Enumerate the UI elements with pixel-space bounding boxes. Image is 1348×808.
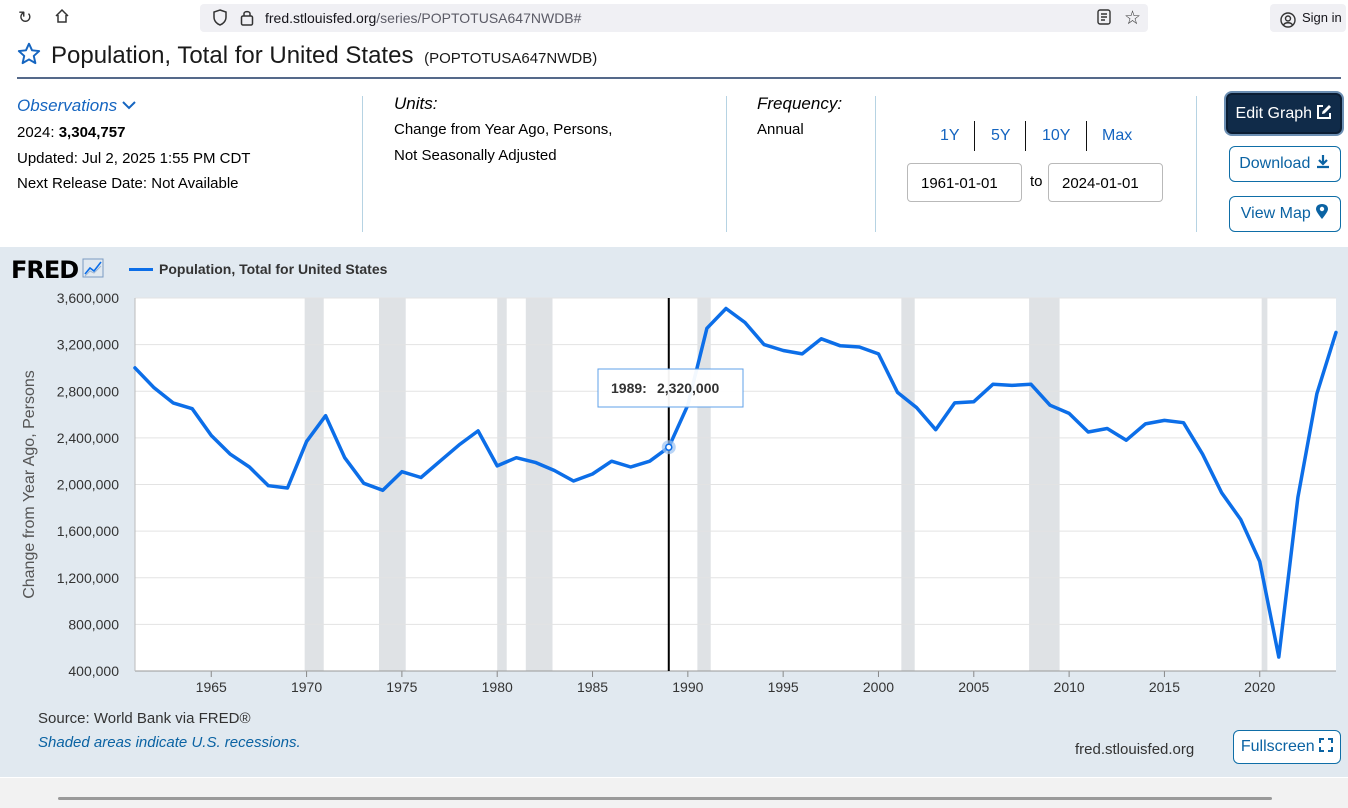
x-tick-label: 2010 bbox=[1054, 679, 1085, 695]
tooltip-label: 1989: bbox=[611, 380, 647, 396]
shield-icon[interactable] bbox=[212, 9, 228, 31]
account-icon bbox=[1280, 10, 1296, 38]
units-panel: Units: Change from Year Ago, Persons, No… bbox=[394, 91, 612, 169]
page-footer-strip bbox=[0, 778, 1348, 808]
hover-point bbox=[665, 443, 673, 451]
lock-icon[interactable] bbox=[240, 9, 254, 31]
y-axis-title: Change from Year Ago, Persons bbox=[21, 370, 38, 599]
series-id: (POPTOTUSA647NWDB) bbox=[424, 50, 598, 67]
series-line bbox=[133, 306, 1338, 659]
observations-label: Observations bbox=[17, 96, 118, 115]
range-divider bbox=[1086, 121, 1087, 151]
tooltip-value: 2,320,000 bbox=[657, 380, 719, 396]
x-tick-label: 2020 bbox=[1244, 679, 1275, 695]
range-max-button[interactable]: Max bbox=[1102, 127, 1133, 144]
latest-observation: 2024: 3,304,757 bbox=[17, 120, 250, 146]
range-divider bbox=[1025, 121, 1026, 151]
fred-site-link[interactable]: fred.stlouisfed.org bbox=[1075, 741, 1195, 758]
download-button[interactable]: Download bbox=[1229, 146, 1341, 182]
info-divider bbox=[362, 96, 363, 232]
units-label: Units: bbox=[394, 94, 438, 113]
chevron-down-icon bbox=[121, 98, 137, 115]
browser-toolbar: ↻ fred.stlouisfed.org/series/POPTOTUSA64… bbox=[0, 0, 1348, 36]
page-title: Population, Total for United States (POP… bbox=[51, 42, 597, 70]
url-path: /series/POPTOTUSA647NWDB# bbox=[376, 10, 582, 26]
range-5y-button[interactable]: 5Y bbox=[991, 127, 1011, 144]
x-tick-label: 1990 bbox=[672, 679, 703, 695]
x-tick-label: 2015 bbox=[1149, 679, 1180, 695]
x-tick-label: 1980 bbox=[482, 679, 513, 695]
date-range-to-label: to bbox=[1030, 173, 1043, 190]
frequency-label: Frequency: bbox=[757, 94, 843, 113]
fred-trend-icon bbox=[82, 256, 104, 284]
observations-toggle[interactable]: Observations bbox=[17, 93, 250, 120]
y-tick-label: 3,200,000 bbox=[57, 337, 119, 353]
edit-graph-label: Edit Graph bbox=[1235, 105, 1313, 122]
y-tick-label: 2,400,000 bbox=[57, 430, 119, 446]
end-date-input[interactable]: 2024-01-01 bbox=[1048, 163, 1163, 202]
x-tick-label: 1995 bbox=[768, 679, 799, 695]
fred-logo-text: FRED bbox=[11, 256, 79, 284]
address-bar[interactable] bbox=[200, 4, 1148, 32]
info-divider bbox=[875, 96, 876, 232]
range-divider bbox=[974, 121, 975, 151]
x-tick-label: 2000 bbox=[863, 679, 894, 695]
home-icon[interactable] bbox=[54, 8, 70, 29]
download-icon bbox=[1315, 155, 1331, 172]
latest-year: 2024: bbox=[17, 124, 55, 141]
view-map-button[interactable]: View Map bbox=[1229, 196, 1341, 232]
range-1y-button[interactable]: 1Y bbox=[940, 127, 960, 144]
frequency-value: Annual bbox=[757, 121, 804, 138]
reader-view-icon[interactable] bbox=[1097, 9, 1111, 30]
y-tick-label: 2,800,000 bbox=[57, 383, 119, 399]
y-tick-label: 1,600,000 bbox=[57, 523, 119, 539]
sign-in-button[interactable]: Sign in bbox=[1270, 4, 1346, 32]
x-tick-label: 1975 bbox=[386, 679, 417, 695]
y-tick-label: 3,600,000 bbox=[57, 290, 119, 306]
x-tick-label: 2005 bbox=[958, 679, 989, 695]
observations-panel: Observations 2024: 3,304,757 Updated: Ju… bbox=[17, 93, 250, 197]
title-divider bbox=[17, 77, 1341, 79]
bookmark-star-icon[interactable]: ☆ bbox=[1124, 8, 1142, 29]
units-line-1: Change from Year Ago, Persons, bbox=[394, 121, 613, 138]
x-tick-label: 1970 bbox=[291, 679, 322, 695]
fred-logo: FRED bbox=[11, 256, 104, 284]
start-date-input[interactable]: 1961-01-01 bbox=[907, 163, 1022, 202]
y-tick-label: 400,000 bbox=[68, 663, 119, 679]
favorite-star-icon[interactable] bbox=[16, 41, 42, 72]
units-line-2: Not Seasonally Adjusted bbox=[394, 147, 557, 164]
updated-text: Updated: Jul 2, 2025 1:55 PM CDT bbox=[17, 150, 251, 167]
download-label: Download bbox=[1239, 155, 1311, 172]
info-divider bbox=[726, 96, 727, 232]
legend-label: Population, Total for United States bbox=[159, 261, 388, 277]
edit-icon bbox=[1316, 105, 1332, 122]
map-pin-icon bbox=[1315, 204, 1329, 222]
info-divider bbox=[1196, 96, 1197, 232]
tooltip-box bbox=[597, 368, 744, 408]
x-tick-label: 1985 bbox=[577, 679, 608, 695]
fullscreen-label: Fullscreen bbox=[1240, 738, 1315, 755]
horizontal-scrollbar[interactable] bbox=[58, 797, 1272, 800]
fullscreen-icon bbox=[1319, 738, 1334, 755]
sign-in-label: Sign in bbox=[1302, 10, 1342, 25]
latest-value: 3,304,757 bbox=[58, 124, 126, 141]
y-tick-label: 1,200,000 bbox=[57, 570, 119, 586]
legend-swatch bbox=[129, 268, 153, 271]
fullscreen-button[interactable]: Fullscreen bbox=[1233, 730, 1341, 764]
next-release-text: Next Release Date: Not Available bbox=[17, 175, 239, 192]
range-10y-button[interactable]: 10Y bbox=[1042, 127, 1071, 144]
recession-note-link[interactable]: Shaded areas indicate U.S. recessions. bbox=[38, 734, 301, 751]
frequency-panel: Frequency: Annual bbox=[757, 91, 842, 143]
series-title: Population, Total for United States bbox=[51, 42, 414, 69]
url-text[interactable]: fred.stlouisfed.org/series/POPTOTUSA647N… bbox=[265, 10, 581, 26]
edit-graph-button[interactable]: Edit Graph bbox=[1226, 93, 1342, 134]
x-tick-label: 1965 bbox=[196, 679, 227, 695]
url-host: fred.stlouisfed.org bbox=[265, 10, 377, 26]
y-tick-label: 2,000,000 bbox=[57, 477, 119, 493]
y-tick-label: 800,000 bbox=[68, 616, 119, 632]
reload-icon[interactable]: ↻ bbox=[18, 8, 33, 27]
source-text: Source: World Bank via FRED® bbox=[38, 710, 251, 727]
view-map-label: View Map bbox=[1240, 205, 1311, 222]
